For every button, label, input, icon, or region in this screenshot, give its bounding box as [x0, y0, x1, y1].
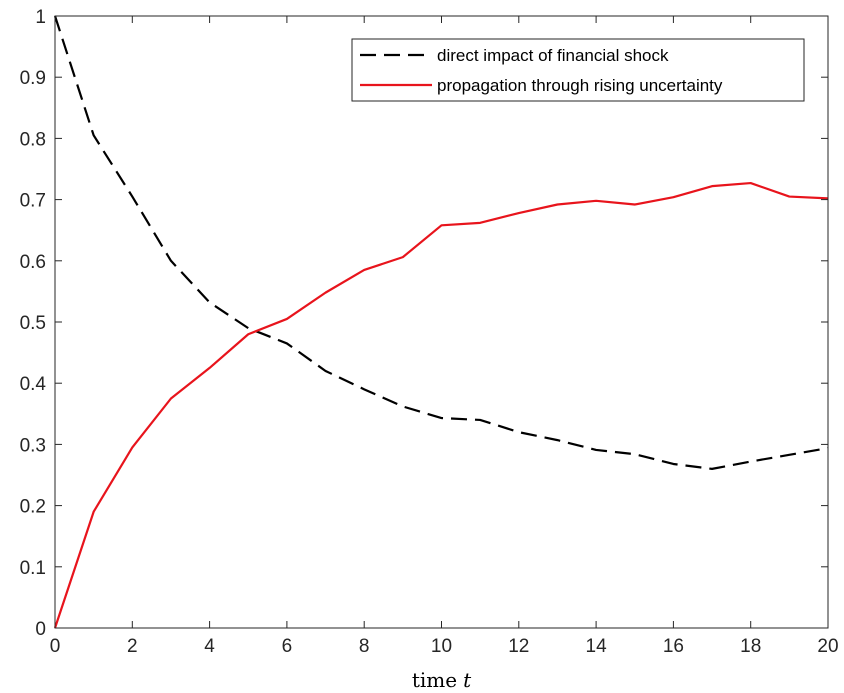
series-layer — [53, 15, 829, 629]
plot-area — [55, 16, 828, 628]
x-axis-title-variable: t — [463, 668, 472, 692]
x-tick-label: 2 — [127, 636, 138, 657]
y-tick-label: 0.7 — [20, 191, 46, 212]
y-tick-label: 0.3 — [20, 435, 46, 456]
y-tick-label: 0 — [35, 619, 46, 640]
y-tick-label: 0.6 — [20, 252, 46, 273]
tick-layer: 0 2 4 6 8 10 12 14 16 18 20 0 0.1 0.2 0.3 0.4 0.5 0.6 0.7 0… — [20, 7, 839, 657]
y-tick-label: 0.9 — [20, 68, 46, 89]
y-tick-label: 0.2 — [20, 497, 46, 518]
legend-label-direct-impact: direct impact of financial shock — [437, 46, 669, 65]
x-tick-label: 4 — [204, 636, 215, 657]
x-tick-label: 0 — [50, 636, 61, 657]
y-tick-label: 0.8 — [20, 129, 46, 150]
x-axis-title-word: time — [412, 668, 457, 692]
x-tick-label: 6 — [282, 636, 293, 657]
series-line-direct-impact — [53, 15, 829, 470]
y-tick-label: 1 — [35, 7, 46, 28]
series-line-uncertainty — [53, 181, 829, 629]
x-tick-label: 12 — [508, 636, 529, 657]
y-tick-label: 0.5 — [20, 313, 46, 334]
x-tick-label: 18 — [740, 636, 761, 657]
y-tick-label: 0.1 — [20, 558, 46, 579]
legend: direct impact of financial shock propaga… — [351, 38, 805, 102]
y-tick-label: 0.4 — [20, 374, 47, 395]
x-tick-label: 16 — [663, 636, 684, 657]
legend-box — [351, 38, 805, 102]
x-axis-title: time t — [412, 668, 472, 692]
legend-label-uncertainty: propagation through rising uncertainty — [437, 76, 723, 95]
x-tick-label: 10 — [431, 636, 452, 657]
x-tick-label: 8 — [359, 636, 370, 657]
x-tick-label: 20 — [817, 636, 838, 657]
x-tick-label: 14 — [586, 636, 608, 657]
